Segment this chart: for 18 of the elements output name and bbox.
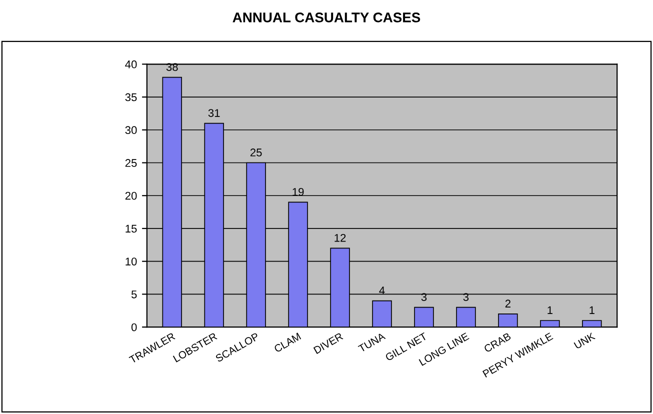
y-tick-label: 20 (125, 192, 137, 200)
y-tick-label: 5 (131, 290, 137, 298)
y-tick-label: 25 (125, 159, 137, 167)
data-label: 1 (590, 306, 594, 314)
y-tick-label: 35 (125, 93, 137, 102)
data-label: 4 (379, 286, 385, 294)
y-tick-label: 30 (125, 126, 137, 134)
y-tick-label: 40 (125, 60, 137, 68)
y-tick-label: 10 (126, 258, 137, 266)
chart-title: ANNUAL CASUALTY CASES (232, 12, 420, 22)
data-label: 1 (548, 306, 552, 314)
y-tick-label: 0 (131, 323, 137, 332)
data-label: 31 (208, 109, 220, 117)
data-label: 25 (250, 148, 262, 156)
data-label: 12 (334, 234, 346, 242)
data-label: 2 (505, 300, 510, 308)
y-tick-label: 15 (126, 224, 137, 233)
x-tick-label: UNK (574, 332, 596, 350)
